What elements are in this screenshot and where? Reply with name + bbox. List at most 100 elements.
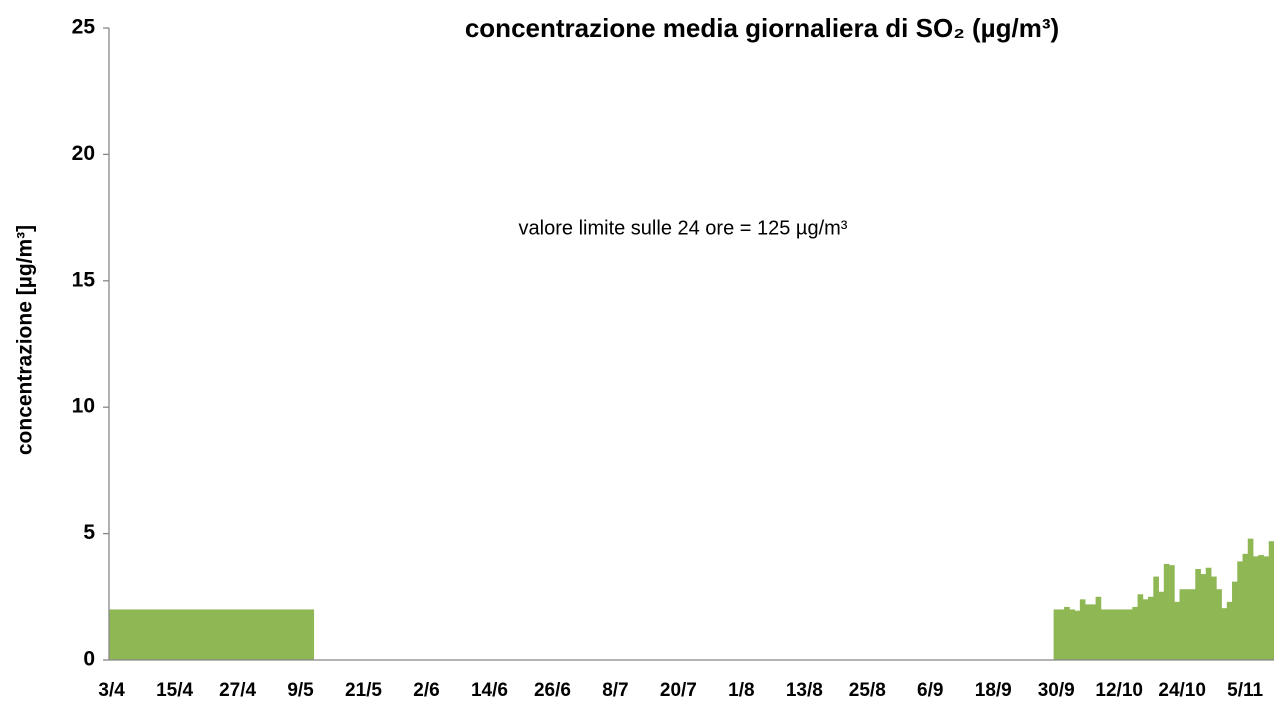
bar xyxy=(1064,606,1070,660)
bar xyxy=(1190,589,1196,660)
bar xyxy=(198,609,204,660)
bar xyxy=(234,609,241,660)
bar xyxy=(171,609,178,660)
bar xyxy=(1205,567,1212,660)
bar xyxy=(271,609,278,660)
bar xyxy=(1085,604,1091,660)
y-tick-label: 0 xyxy=(83,648,95,671)
bar xyxy=(161,609,168,660)
bar xyxy=(1079,599,1086,660)
bar xyxy=(1237,561,1243,660)
annotation: valore limite sulle 24 ore = 125 µg/m³ xyxy=(519,217,848,239)
bar xyxy=(1074,610,1081,660)
bar xyxy=(1253,556,1259,660)
bar xyxy=(124,609,131,660)
bar xyxy=(213,609,220,660)
x-tick-label: 3/4 xyxy=(98,680,125,701)
bar xyxy=(1148,596,1154,660)
bar xyxy=(1132,606,1138,660)
bar xyxy=(229,609,236,660)
chart-title: concentrazione media giornaliera di SO₂ … xyxy=(465,13,1059,43)
bar xyxy=(261,609,267,660)
bar xyxy=(1095,596,1102,660)
y-tick-label: 10 xyxy=(72,395,95,418)
bar xyxy=(145,609,152,660)
bar xyxy=(1174,601,1180,660)
bar xyxy=(1163,563,1170,660)
bar xyxy=(135,609,141,660)
bar xyxy=(276,609,283,660)
bar xyxy=(1226,601,1233,660)
bar xyxy=(1232,581,1238,660)
bar xyxy=(1221,608,1228,660)
y-axis-label: concentrazione [µg/m³] xyxy=(14,225,37,455)
bar xyxy=(1137,594,1144,660)
bar xyxy=(240,609,246,660)
bar xyxy=(1242,553,1249,660)
x-tick-label: 24/10 xyxy=(1158,680,1206,701)
x-tick-label: 2/6 xyxy=(413,680,439,701)
bar xyxy=(150,609,157,660)
x-tick-label: 30/9 xyxy=(1038,680,1075,701)
bar xyxy=(287,609,294,660)
bar xyxy=(1179,589,1186,660)
bar xyxy=(1195,568,1201,660)
x-tick-label: 13/8 xyxy=(786,680,823,701)
x-tick-label: 20/7 xyxy=(660,680,697,701)
bar xyxy=(303,609,309,660)
x-tick-label: 15/4 xyxy=(156,680,193,701)
bar xyxy=(187,609,194,660)
bar xyxy=(192,609,199,660)
bar xyxy=(156,609,162,660)
bar xyxy=(1106,609,1112,660)
bar xyxy=(250,609,257,660)
x-tick-label: 25/8 xyxy=(849,680,886,701)
bar xyxy=(1121,609,1128,660)
bar xyxy=(1200,574,1207,660)
bar xyxy=(308,609,315,660)
bar xyxy=(1053,609,1060,660)
bar xyxy=(1184,589,1191,660)
x-tick-label: 18/9 xyxy=(975,680,1012,701)
x-tick-label: 5/11 xyxy=(1227,680,1263,701)
bar xyxy=(203,609,210,660)
x-tick-label: 26/6 xyxy=(534,680,571,701)
x-tick-label: 27/4 xyxy=(219,680,256,701)
bar xyxy=(182,609,189,660)
bar xyxy=(1263,556,1270,660)
y-tick-label: 20 xyxy=(72,142,95,165)
bar xyxy=(1111,609,1117,660)
bar xyxy=(177,609,183,660)
bar xyxy=(224,609,231,660)
x-tick-label: 21/5 xyxy=(345,680,382,701)
bar xyxy=(1158,591,1165,660)
y-tick-label: 25 xyxy=(72,16,96,39)
bar xyxy=(1069,609,1075,660)
bar xyxy=(1216,589,1222,660)
bar xyxy=(1169,565,1175,660)
bar xyxy=(1142,599,1149,660)
bar xyxy=(1268,541,1274,660)
bar xyxy=(282,609,288,660)
bar xyxy=(119,609,126,660)
bar xyxy=(219,609,225,660)
bar xyxy=(114,609,120,660)
bar xyxy=(1127,609,1133,660)
bar xyxy=(245,609,252,660)
bar xyxy=(1116,609,1123,660)
x-tick-label: 14/6 xyxy=(471,680,508,701)
x-tick-label: 8/7 xyxy=(602,680,628,701)
bar xyxy=(297,609,304,660)
y-tick-label: 15 xyxy=(72,268,96,291)
bar xyxy=(1258,555,1264,660)
bar xyxy=(292,609,299,660)
bar xyxy=(255,609,262,660)
bar xyxy=(1211,576,1217,660)
x-tick-label: 1/8 xyxy=(728,680,754,701)
bar xyxy=(140,609,147,660)
bar xyxy=(1153,576,1159,660)
x-tick-label: 6/9 xyxy=(917,680,943,701)
x-tick-label: 12/10 xyxy=(1095,680,1143,701)
x-tick-label: 9/5 xyxy=(287,680,314,701)
